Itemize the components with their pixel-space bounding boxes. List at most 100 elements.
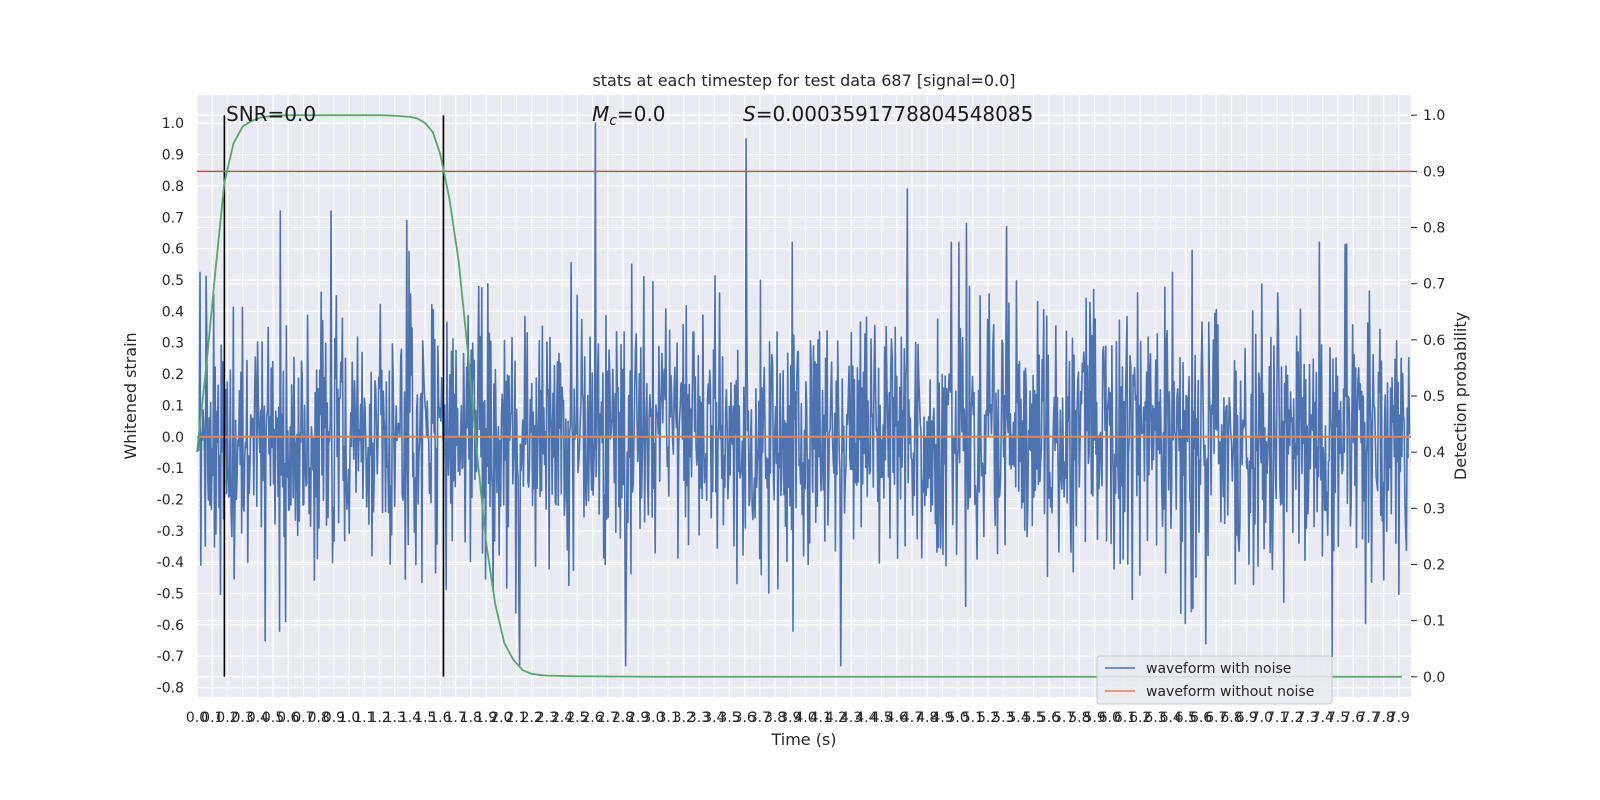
x-tick-label: 0.2 xyxy=(216,710,238,726)
x-tick-label: 4.9 xyxy=(931,710,953,726)
legend-label-noise: waveform with noise xyxy=(1146,661,1291,677)
x-tick-label: 0.6 xyxy=(277,710,299,726)
y-tick-label: -0.1 xyxy=(157,461,184,477)
y-tick-label: 0.1 xyxy=(162,398,184,414)
x-tick-label: 4.5 xyxy=(870,710,892,726)
y-tick-label: 0.8 xyxy=(162,179,184,195)
x-tick-label: 3.1 xyxy=(657,710,679,726)
y2-tick-labels: 0.0 0.1 0.2 0.3 0.4 0.5 0.6 0.7 0.8 0.9 1.0 xyxy=(1411,108,1445,686)
x-tick-label: 6.4 xyxy=(1160,710,1182,726)
x-tick-label: 7.1 xyxy=(1266,710,1288,726)
x-tick-label: 2.5 xyxy=(566,710,588,726)
x-tick-label: 1.2 xyxy=(368,710,390,726)
x-tick-label: 4.2 xyxy=(825,710,847,726)
x-tick-label: 6.5 xyxy=(1175,710,1197,726)
x-tick-label: 7.2 xyxy=(1281,710,1303,726)
x-tick-label: 5.3 xyxy=(992,710,1014,726)
x-tick-label: 6.3 xyxy=(1144,710,1166,726)
y-tick-label: 0.0 xyxy=(162,430,184,446)
x-tick-label: 6.8 xyxy=(1220,710,1242,726)
y-tick-label: -0.7 xyxy=(157,649,184,665)
s-value: =0.0003591778804548085 xyxy=(756,102,1034,126)
x-tick-label: 5.7 xyxy=(1053,710,1075,726)
x-tick-label: 1.3 xyxy=(384,710,406,726)
x-tick-label: 7.4 xyxy=(1312,710,1334,726)
x-tick-label: 0.7 xyxy=(292,710,314,726)
x-tick-label: 6.7 xyxy=(1205,710,1227,726)
s-symbol: S xyxy=(743,102,756,126)
y-tick-label: 0.9 xyxy=(162,148,184,164)
x-tick-label: 1.9 xyxy=(475,710,497,726)
y2-tick-label: 0.1 xyxy=(1423,614,1445,630)
x-tick-label: 1.4 xyxy=(399,710,421,726)
x-tick-label: 0.8 xyxy=(308,710,330,726)
x-tick-label: 7.3 xyxy=(1296,710,1318,726)
y-tick-label: 1.0 xyxy=(162,116,184,132)
x-tick-label: 5.8 xyxy=(1068,710,1090,726)
chirp-mass-value: =0.0 xyxy=(617,102,666,126)
x-tick-label: 0.5 xyxy=(262,710,284,726)
x-tick-label: 4.0 xyxy=(794,710,816,726)
y2-tick-label: 0.9 xyxy=(1423,164,1445,180)
x-tick-label: 7.8 xyxy=(1372,710,1394,726)
x-tick-label: 4.4 xyxy=(855,710,877,726)
x-tick-label: 3.3 xyxy=(688,710,710,726)
y2-tick-label: 0.8 xyxy=(1423,221,1445,237)
x-tick-label: 7.6 xyxy=(1342,710,1364,726)
legend-box xyxy=(1096,655,1333,705)
x-tick-label: 0.4 xyxy=(247,710,269,726)
y-tick-label: -0.4 xyxy=(157,555,184,571)
snr-annotation: SNR=0.0 xyxy=(226,102,316,126)
x-tick-label: 2.3 xyxy=(536,710,558,726)
x-tick-label: 5.0 xyxy=(947,710,969,726)
noise-waveform-series xyxy=(197,122,1411,667)
y-tick-label: -0.3 xyxy=(157,524,184,540)
x-tick-label: 6.1 xyxy=(1114,710,1136,726)
noise-waveform-line xyxy=(197,122,1411,667)
y2-tick-label: 0.3 xyxy=(1423,501,1445,517)
x-tick-label: 3.2 xyxy=(673,710,695,726)
chirp-mass-annotation: Mc=0.0 xyxy=(592,102,666,129)
detection-probability-line xyxy=(196,114,1402,678)
x-tick-label: 3.5 xyxy=(718,710,740,726)
y-tick-label: 0.5 xyxy=(162,273,184,289)
x-tick-label: 3.7 xyxy=(749,710,771,726)
y-tick-label: -0.5 xyxy=(157,587,184,603)
x-tick-label: 3.0 xyxy=(642,710,664,726)
x-tick-label: 5.4 xyxy=(1007,710,1029,726)
x-tick-label: 1.7 xyxy=(444,710,466,726)
x-tick-label: 3.8 xyxy=(764,710,786,726)
y2-tick-label: 0.0 xyxy=(1423,670,1445,686)
x-tick-label: 4.1 xyxy=(810,710,832,726)
x-tick-label: 1.8 xyxy=(460,710,482,726)
x-tick-label: 3.6 xyxy=(734,710,756,726)
chart-title: stats at each timestep for test data 687… xyxy=(592,71,1015,90)
s-annotation: S=0.0003591778804548085 xyxy=(743,102,1033,126)
chirp-mass-symbol: M xyxy=(592,102,609,126)
x-tick-label: 0.1 xyxy=(201,710,223,726)
y-tick-label: -0.6 xyxy=(157,618,184,634)
x-tick-label: 2.1 xyxy=(505,710,527,726)
x-tick-label: 5.9 xyxy=(1083,710,1105,726)
y-tick-label: 0.6 xyxy=(162,242,184,258)
x-tick-label: 2.4 xyxy=(551,710,573,726)
y-tick-label: 0.7 xyxy=(162,210,184,226)
x-tick-label: 6.6 xyxy=(1190,710,1212,726)
x-tick-label: 2.7 xyxy=(597,710,619,726)
x-tick-label: 1.0 xyxy=(338,710,360,726)
y2-tick-label: 0.5 xyxy=(1423,389,1445,405)
x-tick-label: 5.1 xyxy=(962,710,984,726)
x-tick-label: 2.2 xyxy=(521,710,543,726)
x-tick-label: 4.7 xyxy=(901,710,923,726)
y-tick-label: -0.8 xyxy=(157,681,184,697)
y-tick-label: -0.2 xyxy=(157,492,184,508)
x-tick-label: 1.1 xyxy=(353,710,375,726)
x-axis-label: Time (s) xyxy=(770,730,836,749)
chirp-mass-subscript: c xyxy=(609,113,617,129)
y2-axis-label: Detection probability xyxy=(1451,312,1470,480)
x-tick-label: 3.4 xyxy=(703,710,725,726)
detection-probability-series xyxy=(196,114,1402,678)
x-tick-label: 3.9 xyxy=(779,710,801,726)
x-tick-label: 0.0 xyxy=(186,710,208,726)
